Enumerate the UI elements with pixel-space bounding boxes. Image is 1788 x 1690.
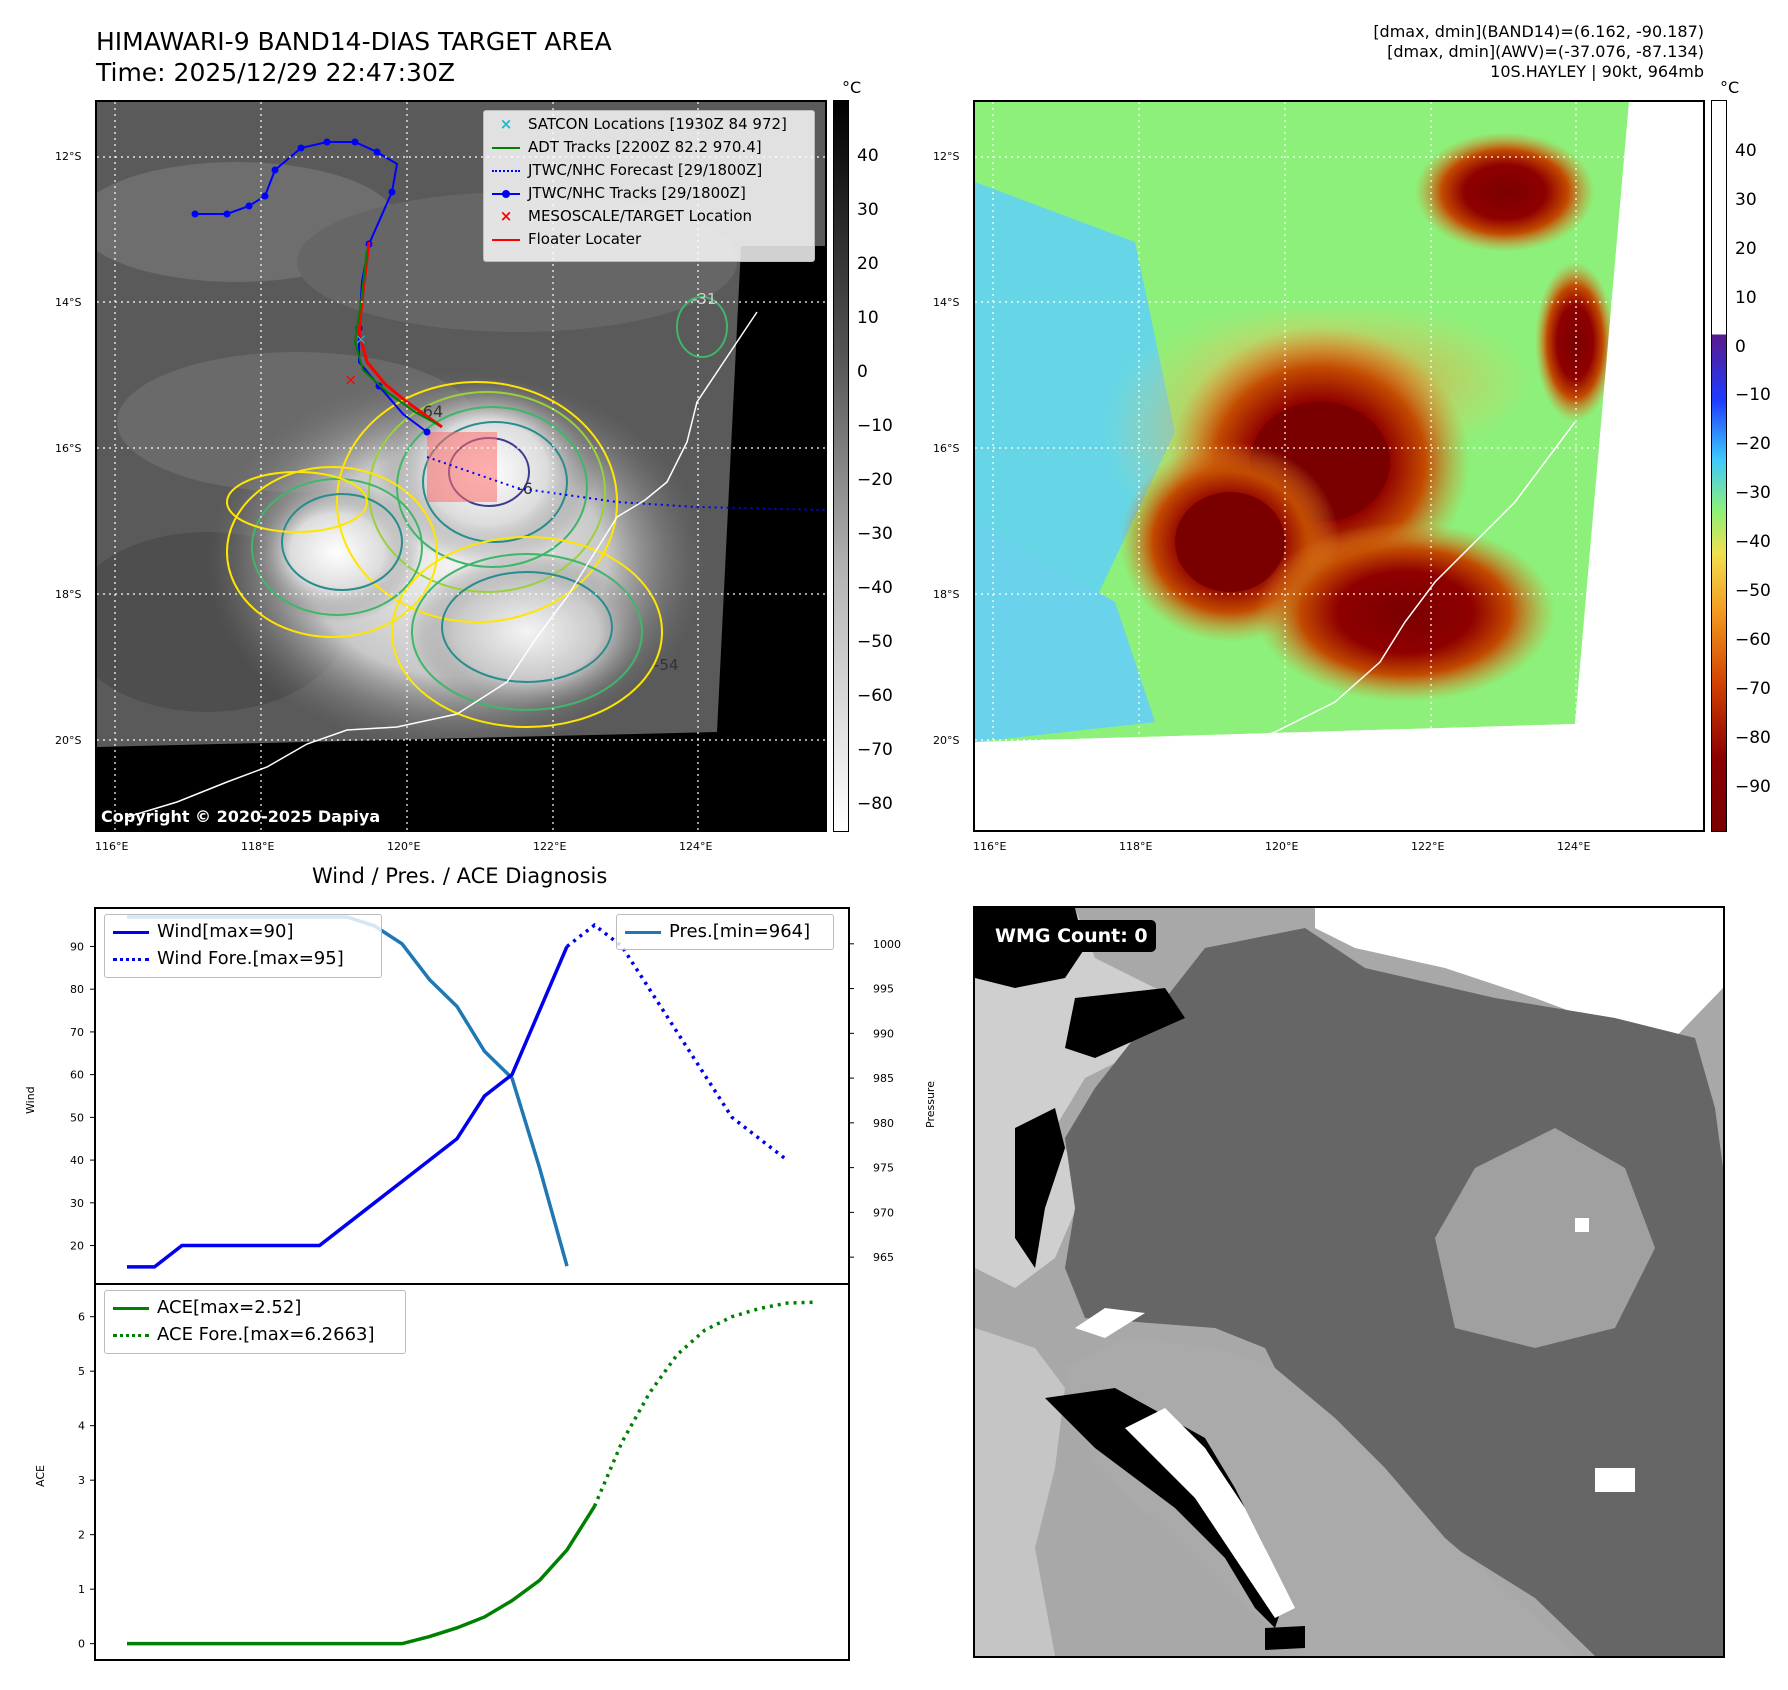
grid-lines [975, 102, 1703, 830]
forecast-track [426, 456, 825, 511]
pressure-tick-label: 980 [873, 1117, 894, 1130]
satcon-marker: × [355, 332, 367, 348]
wmg-imagery [975, 908, 1723, 1656]
pressure-tick-label: 995 [873, 983, 894, 996]
legend-ace-forecast: ACE Fore.[max=6.2663] [105, 1324, 375, 1345]
legend-floater: Floater Locater [484, 230, 641, 248]
pressure-axis-label: Pressure [924, 1081, 937, 1128]
dotted-line-icon [492, 169, 520, 172]
line-icon [113, 930, 149, 934]
wind-tick-label: 70 [70, 1026, 84, 1039]
mesoscale-x-icon: × [499, 207, 513, 225]
colorbar2-unit: °C [1720, 78, 1740, 97]
pressure-tick-label: 985 [873, 1072, 894, 1085]
wind-tick-label: 50 [70, 1111, 84, 1124]
ace-tick-label: 3 [78, 1474, 85, 1487]
wmg-count-badge: WMG Count: 0 [987, 920, 1156, 952]
legend-adt: ADT Tracks [2200Z 82.2 970.4] [484, 138, 762, 156]
band14-range: [dmax, dmin](BAND14)=(6.162, -90.187) [1373, 22, 1704, 41]
line-icon [625, 930, 661, 934]
storm-info: [dmax, dmin](BAND14)=(6.162, -90.187) [d… [1373, 22, 1704, 82]
legend-pressure: Pres.[min=964] [617, 921, 810, 942]
pressure-tick-label: 1000 [873, 938, 901, 951]
ace-line [127, 1505, 596, 1646]
contour-label: -54 [654, 656, 679, 674]
coastline [126, 311, 758, 818]
ace-forecast-line [592, 1300, 815, 1508]
ace-tick-label: 6 [78, 1311, 85, 1324]
legend-wind-forecast: Wind Fore.[max=95] [105, 948, 344, 969]
pressure-tick-label: 990 [873, 1027, 894, 1040]
pressure-tick-label: 965 [873, 1251, 894, 1264]
line-dot-icon [492, 189, 520, 198]
wind-tick-label: 40 [70, 1154, 84, 1167]
line-icon [492, 238, 520, 241]
ace-tick-label: 2 [78, 1529, 85, 1542]
ace-tick-label: 0 [78, 1638, 85, 1651]
legend-forecast: JTWC/NHC Forecast [29/1800Z] [484, 161, 762, 179]
legend-jtwc: JTWC/NHC Tracks [29/1800Z] [484, 184, 746, 202]
wind-forecast-line [565, 922, 789, 1162]
wind-line [127, 945, 569, 1269]
copyright-text: Copyright © 2020-2025 Dapiya [101, 807, 381, 826]
ace-tick-label: 4 [78, 1420, 85, 1433]
time-text: Time: 2025/12/29 22:47:30Z [96, 58, 455, 87]
pressure-legend: Pres.[min=964] [616, 914, 834, 950]
ace-tick-label: 1 [78, 1583, 85, 1596]
wind-tick-label: 60 [70, 1069, 84, 1082]
pressure-tick-label: 970 [873, 1206, 894, 1219]
ace-axis-label: ACE [34, 1465, 47, 1487]
ace-ticks: 6 5 4 3 2 1 0 [78, 1311, 95, 1651]
target-box [427, 432, 497, 502]
band14-map: -31 -64 -6 -54 × × [95, 100, 827, 832]
wmg-panel: WMG Count: 0 [973, 906, 1725, 1658]
chart-title: HIMAWARI-9 BAND14-DIAS TARGET AREA Time:… [96, 26, 612, 88]
coastline [1044, 421, 1576, 813]
dotted-line-icon [113, 957, 149, 961]
awv-map [973, 100, 1705, 832]
contour-label: -31 [692, 290, 717, 308]
dotted-line-icon [113, 1333, 149, 1337]
ace-tick-label: 5 [78, 1365, 85, 1378]
legend-ace: ACE[max=2.52] [105, 1297, 301, 1318]
awv-range: [dmax, dmin](AWV)=(-37.076, -87.134) [1387, 42, 1704, 61]
ace-plot [127, 1300, 815, 1646]
legend-mesoscale: × MESOSCALE/TARGET Location [484, 207, 752, 225]
target-marker: × [344, 370, 357, 389]
map-legend: × SATCON Locations [1930Z 84 972] ADT Tra… [483, 110, 815, 262]
diagnosis-title: Wind / Pres. / ACE Diagnosis [312, 864, 608, 888]
wind-legend: Wind[max=90] Wind Fore.[max=95] [104, 914, 382, 978]
wind-tick-label: 80 [70, 983, 84, 996]
satcon-x-icon: × [499, 115, 513, 133]
title-text: HIMAWARI-9 BAND14-DIAS TARGET AREA [96, 27, 612, 56]
wind-tick-label: 90 [70, 940, 84, 953]
legend-satcon: × SATCON Locations [1930Z 84 972] [484, 115, 787, 133]
awv-imagery [975, 102, 1703, 830]
storm-summary: 10S.HAYLEY | 90kt, 964mb [1490, 62, 1704, 81]
awv-colorbar [1711, 100, 1727, 832]
band14-colorbar [833, 100, 849, 832]
ace-legend: ACE[max=2.52] ACE Fore.[max=6.2663] [104, 1290, 406, 1354]
wind-ticks: 90 80 70 60 50 40 30 20 [70, 940, 95, 1253]
line-icon [492, 146, 520, 149]
legend-wind: Wind[max=90] [105, 921, 294, 942]
wind-axis-label: Wind [24, 1086, 37, 1114]
wind-tick-label: 20 [70, 1240, 84, 1253]
wind-tick-label: 30 [70, 1197, 84, 1210]
line-icon [113, 1306, 149, 1310]
pressure-ticks: 1000 995 990 985 980 975 970 965 [849, 938, 901, 1264]
pressure-tick-label: 975 [873, 1162, 894, 1175]
colorbar1-unit: °C [842, 78, 862, 97]
